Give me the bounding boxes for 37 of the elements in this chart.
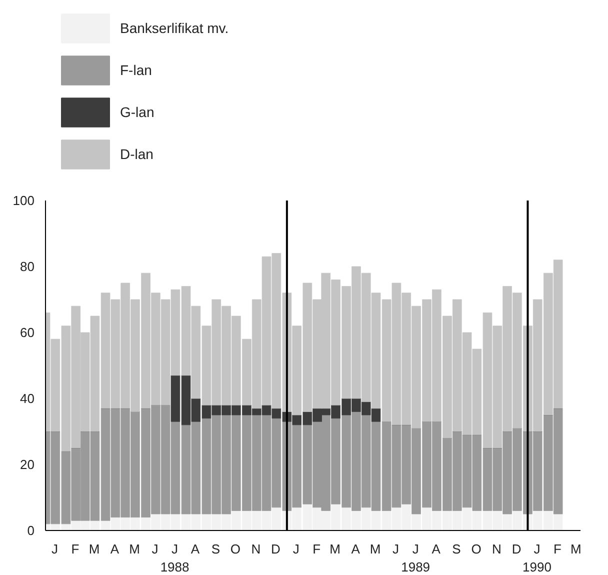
x-tick-label: F — [553, 542, 562, 556]
x-tick-label: M — [88, 542, 100, 556]
x-tick-label: O — [471, 542, 482, 556]
x-tick-label: M — [330, 542, 341, 556]
x-tick-label: J — [392, 542, 400, 556]
x-tick-label: J — [152, 542, 158, 556]
legend-label: Bankserlifikat mv. — [120, 20, 229, 36]
legend-label: F-lan — [120, 62, 152, 78]
y-tick-label: 60 — [20, 325, 35, 340]
x-tick-label: N — [251, 542, 261, 556]
y-tick-label: 40 — [20, 391, 35, 406]
x-tick-label: J — [292, 542, 300, 556]
x-tick-label: O — [230, 542, 241, 556]
x-tick-label: J 1988 — [160, 542, 190, 574]
x-tick-label: S — [211, 542, 220, 556]
x-tick-label: D — [271, 542, 280, 556]
x-tick-label: F — [71, 542, 80, 556]
y-tick-label: 100 — [12, 193, 35, 208]
x-tick-label: S — [452, 542, 462, 556]
x-tick-label: M — [370, 542, 381, 556]
x-tick-label: D — [512, 542, 522, 556]
x-tick-label: A — [110, 542, 120, 556]
y-tick-label: 0 — [27, 523, 35, 538]
y-tick-label: 20 — [20, 457, 35, 472]
x-tick-label: A — [351, 542, 360, 556]
legend-label: D-lan — [120, 146, 154, 162]
x-tick-label: J 1990 — [522, 542, 552, 574]
x-tick-label: N — [492, 542, 502, 556]
legend-label: G-lan — [120, 104, 154, 120]
x-tick-label: J 1989 — [401, 542, 430, 574]
x-tick-label: J — [51, 542, 58, 556]
x-tick-label: A — [190, 542, 200, 556]
x-tick-label: M — [570, 542, 582, 556]
x-tick-label: A — [432, 542, 441, 556]
y-tick-label: 80 — [20, 259, 35, 274]
x-tick-label: M — [129, 542, 140, 556]
x-tick-label: F — [312, 542, 321, 556]
